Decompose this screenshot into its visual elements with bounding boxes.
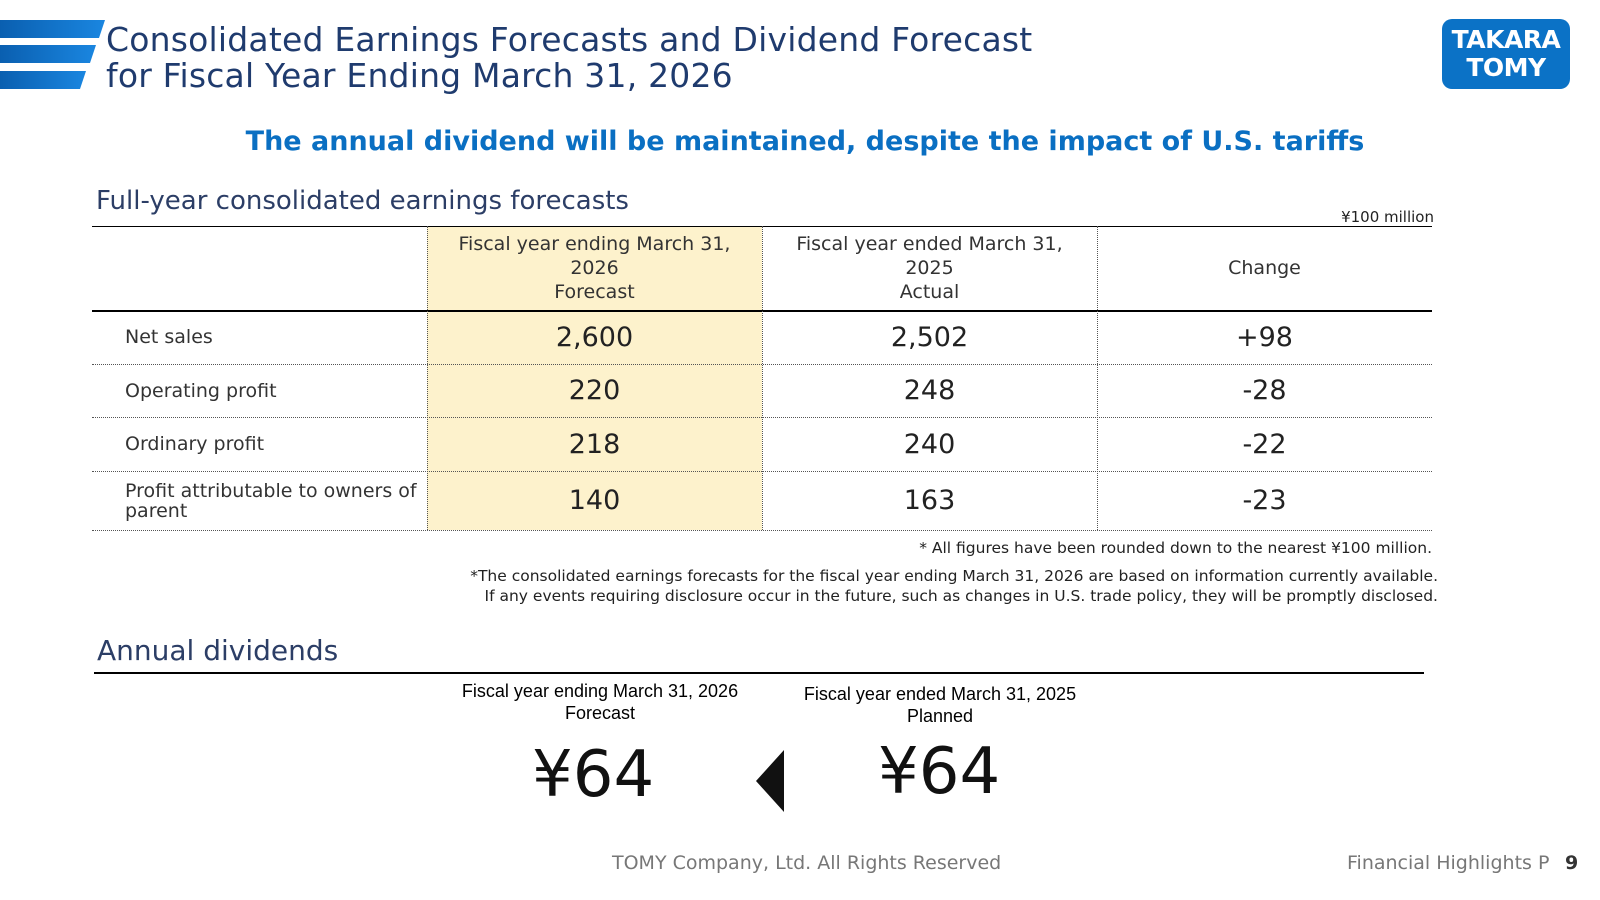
page-title: Consolidated Earnings Forecasts and Divi… — [106, 22, 1032, 94]
dividend-forecast-value: ¥64 — [532, 738, 655, 812]
headline: The annual dividend will be maintained, … — [245, 126, 1365, 157]
logo-line2: TOMY — [1466, 53, 1546, 82]
header-text: 2025 — [905, 257, 954, 279]
rounding-note: * All figures have been rounded down to … — [919, 539, 1432, 557]
dividends-rule — [94, 672, 1424, 674]
dividend-header-text: Fiscal year ending March 31, 2026 — [461, 681, 739, 701]
forecast-note-line2: If any events requiring disclosure occur… — [484, 587, 1438, 605]
footer-section-label: Financial Highlights P — [1347, 852, 1550, 874]
net-sales-change: +98 — [1236, 321, 1293, 353]
dividend-planned-header: Fiscal year ended March 31, 2025 Planned — [790, 683, 1090, 727]
column-header-change: Change — [1097, 226, 1432, 310]
net-sales-forecast: 2,600 — [555, 321, 634, 353]
takara-tomy-logo: TAKARA TOMY — [1442, 19, 1570, 89]
dividend-header-text: Forecast — [564, 703, 636, 723]
operating-profit-actual: 248 — [903, 375, 956, 406]
left-arrow-icon — [756, 750, 784, 812]
profit-attributable-actual: 163 — [903, 485, 956, 516]
dividend-planned-value: ¥64 — [878, 735, 1001, 809]
page-number: 9 — [1565, 852, 1579, 874]
row-label-operating-profit: Operating profit — [125, 379, 277, 402]
row-label-profit-attributable: Profit attributable to owners of parent — [125, 479, 417, 522]
column-header-forecast: Fiscal year ending March 31, 2026 Foreca… — [427, 226, 762, 310]
header-text: Change — [1228, 257, 1301, 279]
ordinary-profit-actual: 240 — [903, 428, 956, 460]
profit-attributable-forecast: 140 — [568, 485, 621, 516]
dividend-header-text: Planned — [906, 706, 974, 726]
row-label-ordinary-profit: Ordinary profit — [125, 433, 265, 455]
header-text: Actual — [899, 281, 960, 303]
header-text: Fiscal year ended March 31, — [796, 233, 1063, 255]
column-divider — [1097, 226, 1098, 530]
row-label-net-sales: Net sales — [125, 326, 213, 348]
header-text: Fiscal year ending March 31, — [458, 233, 731, 255]
dividend-forecast-header: Fiscal year ending March 31, 2026 Foreca… — [445, 680, 755, 724]
column-divider — [762, 226, 763, 530]
logo-line1: TAKARA — [1451, 25, 1561, 54]
ordinary-profit-forecast: 218 — [568, 428, 621, 460]
earnings-section-title: Full-year consolidated earnings forecast… — [96, 186, 629, 216]
operating-profit-forecast: 220 — [568, 375, 621, 406]
operating-profit-change: -28 — [1242, 375, 1287, 406]
header-text: Forecast — [554, 281, 635, 303]
page-title-line2: for Fiscal Year Ending March 31, 2026 — [106, 56, 733, 95]
footer-copyright: TOMY Company, Ltd. All Rights Reserved — [612, 852, 1002, 874]
profit-attributable-change: -23 — [1242, 485, 1287, 516]
column-header-actual: Fiscal year ended March 31, 2025 Actual — [762, 226, 1097, 310]
header-stripes-decoration — [0, 20, 105, 89]
earnings-table: Fiscal year ending March 31, 2026 Foreca… — [92, 226, 1432, 531]
unit-label: ¥100 million — [1341, 208, 1434, 226]
column-divider — [427, 226, 428, 530]
header-text: 2026 — [570, 257, 619, 279]
page-title-line1: Consolidated Earnings Forecasts and Divi… — [106, 20, 1033, 59]
dividend-header-text: Fiscal year ended March 31, 2025 — [803, 684, 1077, 704]
ordinary-profit-change: -22 — [1242, 428, 1287, 460]
net-sales-actual: 2,502 — [890, 321, 969, 353]
forecast-note-line1: *The consolidated earnings forecasts for… — [470, 567, 1438, 585]
forecast-column-highlight — [427, 226, 762, 530]
dividends-section-title: Annual dividends — [97, 634, 339, 667]
table-bottom-rule — [92, 530, 1432, 531]
